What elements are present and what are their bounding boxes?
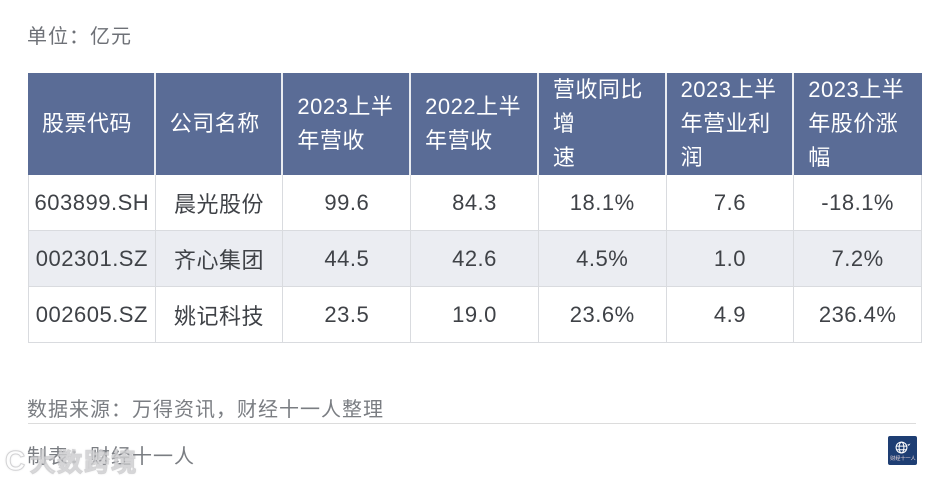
cell-yoy-growth: 18.1%	[538, 175, 667, 231]
header-cell-stock-code: 股票代码	[28, 73, 156, 175]
cell-stock-code: 002605.SZ	[28, 287, 156, 343]
cell-price-change: 7.2%	[794, 231, 922, 287]
unit-label: 单位：亿元	[27, 26, 132, 48]
header-cell-yoy-growth: 营收同比增 速	[538, 73, 667, 175]
cell-2023h1-revenue: 44.5	[283, 231, 412, 287]
cell-price-change: 236.4%	[794, 287, 922, 343]
cell-company-name: 晨光股份	[155, 175, 284, 231]
caijing-eleven-logo: 财经十一人	[888, 436, 917, 465]
watermark-logo-icon: C	[4, 445, 26, 477]
data-source-note: 数据来源：万得资讯，财经十一人整理	[27, 399, 384, 421]
cell-stock-code: 603899.SH	[28, 175, 156, 231]
cell-2023h1-revenue: 99.6	[283, 175, 412, 231]
header-cell-operating-profit: 2023上半 年营业利润	[666, 73, 795, 175]
cell-operating-profit: 7.6	[666, 175, 795, 231]
footer-divider	[28, 423, 916, 424]
cell-price-change: -18.1%	[794, 175, 922, 231]
globe-icon	[895, 441, 910, 453]
cell-company-name: 姚记科技	[155, 287, 284, 343]
header-cell-company-name: 公司名称	[155, 73, 284, 175]
header-cell-price-change: 2023上半 年股价涨幅	[794, 73, 922, 175]
cell-2022h1-revenue: 42.6	[411, 231, 539, 287]
table-credit-note: 制表：财经十一人	[27, 446, 195, 468]
cell-yoy-growth: 4.5%	[538, 231, 667, 287]
cell-yoy-growth: 23.6%	[538, 287, 667, 343]
header-cell-2023h1-revenue: 2023上半 年营收	[283, 73, 412, 175]
cell-2023h1-revenue: 23.5	[283, 287, 412, 343]
cell-2022h1-revenue: 84.3	[411, 175, 539, 231]
logo-label: 财经十一人	[889, 455, 916, 462]
cell-operating-profit: 4.9	[666, 287, 795, 343]
cell-operating-profit: 1.0	[666, 231, 795, 287]
cell-2022h1-revenue: 19.0	[411, 287, 539, 343]
cell-stock-code: 002301.SZ	[28, 231, 156, 287]
financial-table: 股票代码 公司名称 2023上半 年营收 2022上半 年营收 营收同比增 速 …	[28, 73, 922, 343]
header-cell-2022h1-revenue: 2022上半 年营收	[411, 73, 539, 175]
cell-company-name: 齐心集团	[155, 231, 284, 287]
